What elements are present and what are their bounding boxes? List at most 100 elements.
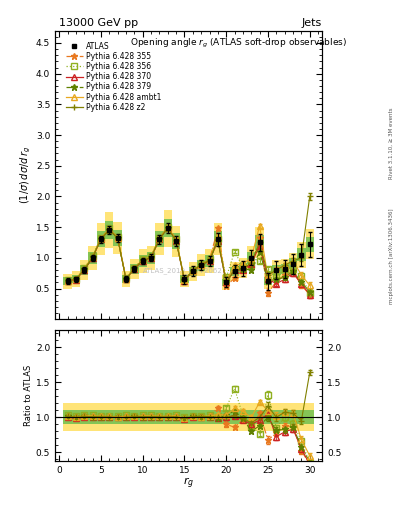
- Bar: [97, 223, 105, 255]
- Bar: [105, 403, 114, 431]
- Bar: [80, 403, 88, 431]
- Y-axis label: Ratio to ATLAS: Ratio to ATLAS: [24, 365, 33, 426]
- Bar: [197, 254, 206, 276]
- Bar: [130, 259, 139, 279]
- Bar: [63, 273, 72, 289]
- Bar: [180, 403, 189, 431]
- Bar: [214, 231, 222, 247]
- Bar: [72, 271, 80, 287]
- Bar: [88, 410, 97, 424]
- Bar: [247, 410, 255, 424]
- Y-axis label: $(1/\sigma)\,d\sigma/d\,r_g$: $(1/\sigma)\,d\sigma/d\,r_g$: [18, 146, 33, 204]
- Bar: [239, 258, 247, 279]
- Bar: [255, 403, 264, 431]
- Bar: [130, 264, 139, 274]
- Bar: [172, 403, 180, 431]
- Bar: [97, 410, 105, 424]
- Bar: [147, 410, 155, 424]
- Bar: [63, 278, 72, 285]
- Bar: [206, 255, 214, 267]
- Bar: [239, 410, 247, 424]
- Bar: [122, 403, 130, 431]
- Bar: [281, 410, 289, 424]
- Bar: [255, 235, 264, 250]
- Bar: [281, 403, 289, 431]
- Bar: [80, 265, 88, 275]
- Bar: [147, 252, 155, 264]
- Bar: [297, 248, 306, 261]
- X-axis label: $r_g$: $r_g$: [183, 476, 194, 492]
- Bar: [139, 410, 147, 424]
- Bar: [147, 403, 155, 431]
- Bar: [180, 271, 189, 287]
- Bar: [189, 410, 197, 424]
- Bar: [139, 403, 147, 431]
- Bar: [172, 410, 180, 424]
- Bar: [306, 403, 314, 431]
- Bar: [289, 403, 297, 431]
- Text: 13000 GeV pp: 13000 GeV pp: [59, 18, 138, 28]
- Bar: [172, 226, 180, 257]
- Bar: [63, 410, 72, 424]
- Bar: [206, 410, 214, 424]
- Bar: [289, 410, 297, 424]
- Bar: [105, 221, 114, 239]
- Bar: [239, 403, 247, 431]
- Bar: [114, 230, 122, 246]
- Bar: [172, 233, 180, 249]
- Bar: [122, 275, 130, 283]
- Bar: [206, 249, 214, 272]
- Legend: ATLAS, Pythia 6.428 355, Pythia 6.428 356, Pythia 6.428 370, Pythia 6.428 379, P: ATLAS, Pythia 6.428 355, Pythia 6.428 35…: [64, 40, 162, 113]
- Bar: [197, 410, 206, 424]
- Bar: [255, 410, 264, 424]
- Bar: [189, 267, 197, 276]
- Bar: [72, 403, 80, 431]
- Bar: [130, 410, 139, 424]
- Bar: [247, 246, 255, 270]
- Bar: [122, 271, 130, 287]
- Bar: [180, 275, 189, 283]
- Bar: [130, 403, 139, 431]
- Bar: [281, 264, 289, 274]
- Bar: [264, 273, 272, 289]
- Bar: [189, 403, 197, 431]
- Bar: [163, 210, 172, 246]
- Bar: [264, 278, 272, 285]
- Bar: [155, 403, 163, 431]
- Bar: [230, 403, 239, 431]
- Bar: [214, 403, 222, 431]
- Bar: [230, 267, 239, 276]
- Bar: [147, 246, 155, 270]
- Bar: [214, 410, 222, 424]
- Bar: [222, 410, 230, 424]
- Text: Jets: Jets: [302, 18, 322, 28]
- Bar: [80, 260, 88, 280]
- Text: ATLAS_2019_I1772062: ATLAS_2019_I1772062: [143, 267, 223, 273]
- Bar: [197, 403, 206, 431]
- Bar: [197, 260, 206, 270]
- Bar: [155, 223, 163, 255]
- Text: Rivet 3.1.10, ≥ 3M events: Rivet 3.1.10, ≥ 3M events: [389, 108, 393, 179]
- Bar: [105, 410, 114, 424]
- Bar: [272, 265, 281, 275]
- Bar: [72, 275, 80, 283]
- Bar: [230, 410, 239, 424]
- Bar: [114, 403, 122, 431]
- Bar: [272, 260, 281, 280]
- Bar: [214, 223, 222, 255]
- Bar: [289, 259, 297, 269]
- Bar: [163, 403, 172, 431]
- Text: mcplots.cern.ch [arXiv:1306.3436]: mcplots.cern.ch [arXiv:1306.3436]: [389, 208, 393, 304]
- Bar: [272, 403, 281, 431]
- Bar: [247, 403, 255, 431]
- Bar: [222, 279, 230, 286]
- Bar: [272, 410, 281, 424]
- Bar: [281, 259, 289, 279]
- Bar: [297, 403, 306, 431]
- Bar: [264, 403, 272, 431]
- Bar: [105, 212, 114, 248]
- Bar: [139, 255, 147, 267]
- Bar: [122, 410, 130, 424]
- Bar: [306, 237, 314, 252]
- Bar: [97, 231, 105, 247]
